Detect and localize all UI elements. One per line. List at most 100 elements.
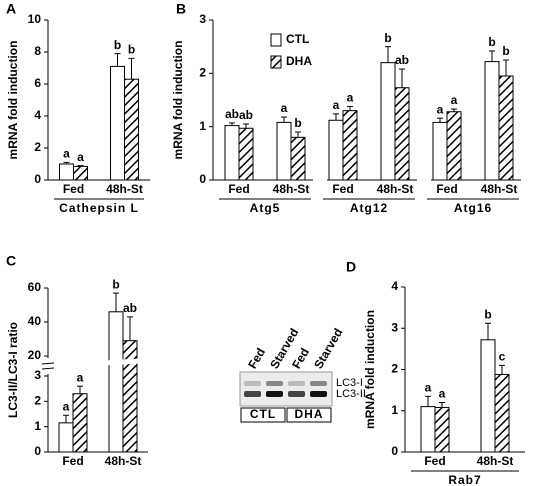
group-label: Atg12 [350,201,388,215]
y-tick-label: 2 [199,66,206,80]
significance-letter: ab [225,107,239,121]
bar [124,78,139,181]
bar [498,75,514,181]
x-tick-label: 48h-St [105,454,142,468]
legend-swatch [270,55,282,69]
bar [72,393,88,453]
blot-band [244,381,261,386]
bar [480,339,496,453]
blot-band [310,381,327,386]
significance-letter: b [488,35,495,49]
significance-letter: a [333,98,340,112]
bar [59,163,74,181]
significance-letter: b [128,43,135,57]
y-tick-label: 3 [391,320,398,334]
group-label: Cathepsin L [59,201,139,215]
significance-letter: a [439,387,446,401]
x-tick-label: Fed [228,182,249,196]
legend-swatch [270,33,282,47]
axis-break-mark [41,367,55,370]
y-tick-label: 3 [199,12,206,26]
blot-band-label: LC3-I [336,377,363,389]
significance-letter: b [114,38,121,52]
panel-label: B [176,1,186,17]
blot [239,371,333,407]
significance-letter: b [112,277,119,291]
y-tick-label: 3 [34,368,41,382]
significance-letter: a [425,380,432,394]
y-tick-label: 4 [34,108,41,122]
y-tick-label: 0 [199,172,206,186]
axis-break [42,358,148,369]
x-tick-label: 48h-St [481,182,518,196]
axis-break-mark [41,362,55,365]
significance-letter: ab [239,108,253,122]
y-tick-label: 0 [34,444,41,458]
significance-letter: a [437,102,444,116]
y-tick-label: 1 [34,419,41,433]
bar [290,136,306,181]
blot-band [244,391,261,397]
significance-letter: a [347,91,354,105]
legend-label: DHA [286,54,312,68]
significance-letter: a [77,150,84,164]
blot-lane-label: Starved [311,326,345,371]
x-tick-label: 48h-St [477,454,514,468]
bar [122,340,138,453]
group-label: Rab7 [448,473,481,486]
bar [276,121,292,181]
blot-group-label: CTL [250,407,276,421]
y-axis-label: mRNA fold induction [6,41,20,160]
bar [484,61,500,181]
significance-letter: a [451,93,458,107]
significance-letter: a [63,147,70,161]
significance-letter: b [384,31,391,45]
y-tick-label: 4 [391,279,398,293]
blot-lane-label: Fed [289,346,312,371]
significance-letter: b [294,116,301,130]
bar [342,110,358,181]
y-tick-label: 40 [28,314,42,328]
y-tick-label: 2 [34,394,41,408]
blot-band-label: LC3-II [336,388,366,400]
significance-letter: a [77,370,84,384]
blot-band [288,391,305,397]
significance-letter: a [281,101,288,115]
x-tick-label: Fed [424,454,445,468]
x-tick-label: 48h-St [106,182,143,196]
blot-band [266,381,283,386]
blot-band [266,391,283,397]
bar [394,87,410,181]
y-tick-label: 20 [28,348,42,362]
bar [328,119,344,181]
bar [110,65,125,181]
y-tick-label: 10 [28,12,42,26]
y-axis-label: LC3-II/LC3-I ratio [6,322,20,418]
x-tick-label: Fed [62,454,83,468]
y-tick-label: 1 [199,119,206,133]
y-tick-label: 2 [391,362,398,376]
significance-letter: b [484,307,491,321]
x-tick-label: Fed [436,182,457,196]
y-axis-label: mRNA fold induction [171,41,185,160]
significance-letter: ab [123,301,137,315]
significance-letter: a [63,399,70,413]
x-tick-label: 48h-St [377,182,414,196]
bar [494,373,510,453]
bar [420,406,436,453]
panel-label: C [6,253,16,269]
x-tick-label: Fed [332,182,353,196]
significance-letter: ab [395,53,409,67]
blot-group-label: DHA [295,407,324,421]
bar [58,422,74,453]
group-label: Atg16 [454,201,492,215]
y-axis-label: mRNA fold induction [363,310,377,429]
bar [224,125,240,181]
bar [108,311,124,453]
blot-group-box [240,407,286,423]
bar [238,127,254,181]
blot-group-box [286,407,332,423]
y-tick-label: 2 [34,140,41,154]
y-tick-label: 60 [28,280,42,294]
bar [380,62,396,181]
